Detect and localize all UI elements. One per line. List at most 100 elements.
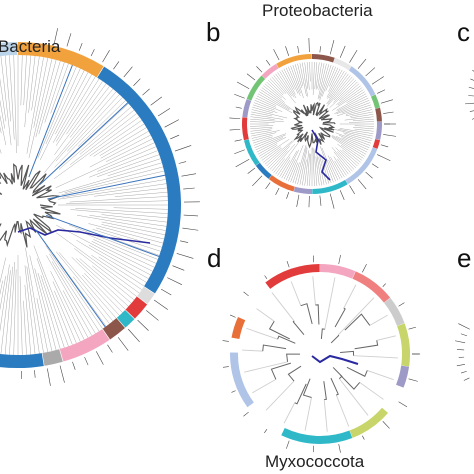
leaf-label-mark: [137, 319, 149, 331]
branch: [318, 157, 325, 185]
ring-segment: [375, 107, 382, 122]
branch: [337, 87, 363, 106]
branch: [260, 89, 291, 110]
branch: [302, 62, 308, 97]
tree-a-branches: [0, 55, 173, 355]
branch: [321, 147, 336, 182]
ring-segment: [396, 365, 410, 388]
branch: [100, 131, 149, 159]
ring-segment: [276, 54, 312, 69]
branch: [342, 149, 360, 165]
branch: [13, 55, 17, 154]
branch: [338, 378, 369, 416]
highlighted-lineage: [311, 354, 359, 365]
leaf-label-mark: [78, 43, 83, 51]
branch: [91, 254, 142, 290]
branch: [328, 159, 339, 181]
inner-branch: [268, 320, 290, 340]
branch: [37, 66, 77, 158]
leaf-label-mark: [243, 291, 249, 297]
branch: [265, 380, 295, 411]
branch: [304, 397, 312, 431]
inner-branch: [292, 320, 305, 336]
branch: [28, 58, 53, 159]
branch: [306, 62, 310, 90]
leaf-label-mark: [252, 175, 263, 187]
leaf-label-mark: [84, 356, 89, 366]
branch: [318, 63, 325, 91]
leaf-label-mark: [229, 117, 241, 120]
branch: [45, 245, 103, 329]
leaf-label-mark: [153, 299, 168, 310]
branch: [101, 214, 168, 223]
branch: [73, 276, 110, 324]
leaf-label-mark: [222, 340, 229, 342]
branch: [251, 111, 272, 117]
branch: [56, 232, 140, 294]
leaf-label-mark: [463, 377, 470, 381]
branch: [44, 88, 114, 173]
branch: [26, 266, 40, 354]
leaf-label-mark: [222, 366, 229, 368]
branch: [77, 214, 166, 231]
highlighted-branch: [35, 229, 111, 334]
branch: [89, 150, 158, 178]
branch: [256, 308, 275, 322]
leaf-label-mark: [181, 173, 197, 177]
branch: [343, 132, 372, 142]
branch: [36, 258, 69, 347]
branch: [75, 229, 157, 264]
leaf-label-mark: [182, 227, 199, 231]
ring-segment: [243, 139, 260, 166]
branch: [55, 251, 114, 322]
inner-branch: [277, 335, 296, 344]
leaf-label-mark: [113, 61, 120, 70]
branch: [336, 93, 367, 111]
branch: [335, 394, 350, 427]
inner-branch: [344, 313, 371, 331]
panel-b-letter: b: [206, 17, 220, 47]
leaf-label-mark: [380, 99, 393, 104]
leaf-label-mark: [365, 67, 376, 77]
branch: [250, 116, 275, 120]
tree-b-branches: [250, 62, 374, 186]
branch: [335, 136, 368, 153]
branch: [344, 134, 372, 144]
inner-branch: [323, 381, 327, 401]
branch: [328, 72, 347, 99]
branch: [369, 314, 388, 326]
branch: [323, 399, 328, 432]
ring-segment: [238, 282, 270, 320]
leaf-label-mark: [308, 38, 310, 53]
leaf-label-mark: [265, 59, 271, 66]
branch: [92, 265, 135, 301]
ring-segment: [384, 297, 405, 326]
branch: [89, 215, 167, 227]
inner-branch: [346, 366, 368, 377]
leaf-label-mark: [319, 46, 321, 53]
branch: [269, 78, 285, 95]
branch: [23, 300, 27, 355]
leaf-label-mark: [243, 411, 249, 417]
branch: [345, 106, 372, 115]
branch: [76, 240, 147, 283]
branch: [53, 116, 140, 180]
leaf-label-mark: [180, 240, 189, 243]
branch: [329, 67, 339, 87]
panel-d-myxococcota-tree: d Myxococcota: [207, 243, 421, 471]
leaf-label-mark: [408, 326, 417, 330]
branch: [312, 276, 316, 306]
branch: [261, 146, 281, 161]
inner-branch: [334, 307, 346, 328]
branch: [246, 327, 278, 340]
leaf-label-mark: [380, 144, 389, 148]
leaf-label-mark: [157, 108, 171, 117]
branch: [101, 224, 165, 240]
branch: [252, 134, 273, 142]
branch: [334, 160, 345, 177]
leaf-label-mark: [470, 78, 474, 81]
branch: [367, 370, 394, 381]
branch: [259, 145, 278, 157]
branch: [0, 55, 12, 146]
branch: [67, 94, 120, 152]
